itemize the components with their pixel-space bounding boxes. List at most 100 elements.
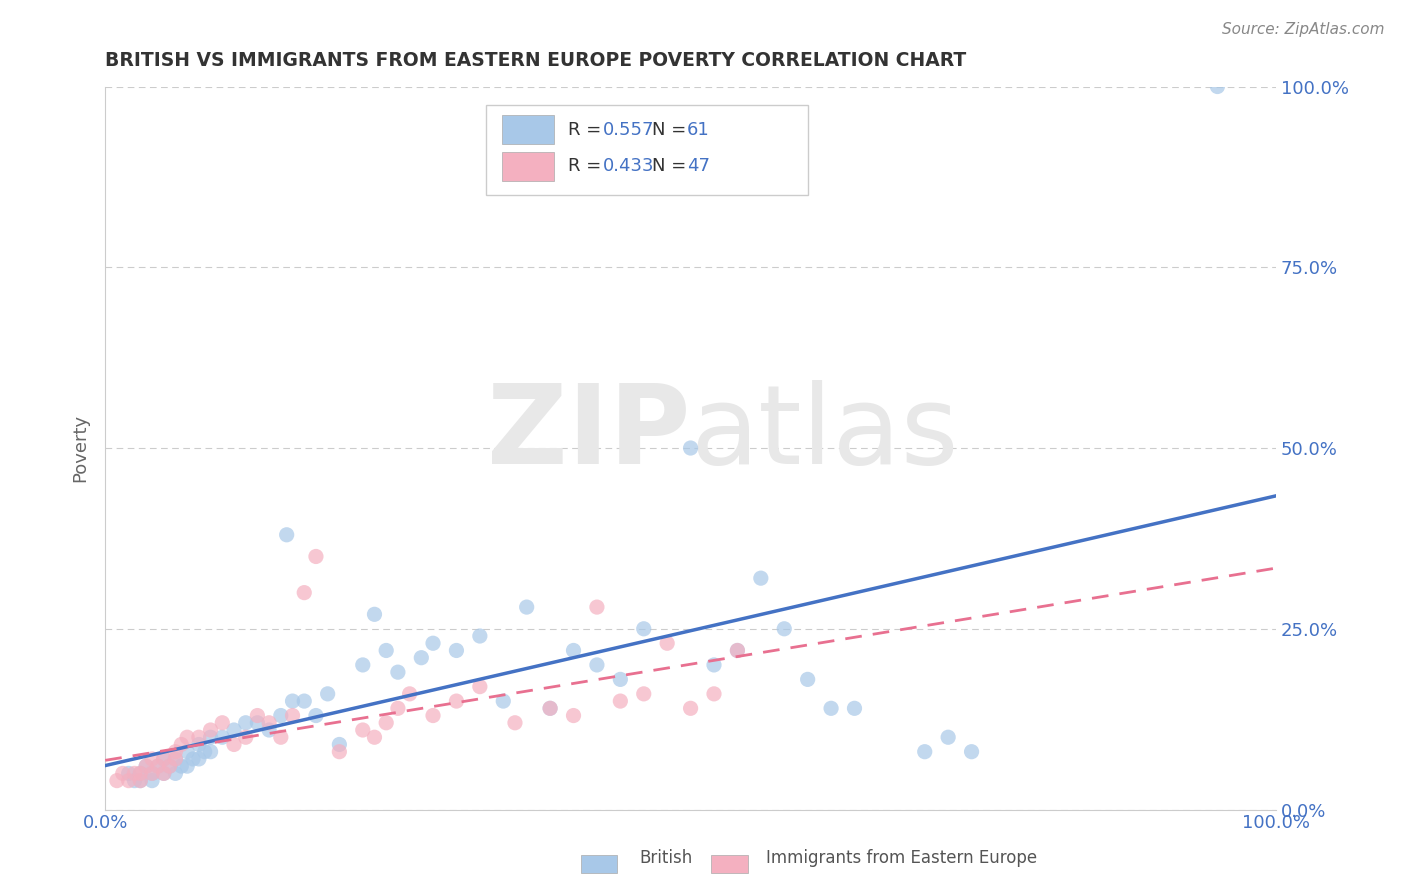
Point [725, 643, 748, 657]
Point [844, 701, 866, 715]
Point [152, 766, 174, 780]
Point [270, 730, 292, 744]
Point [211, 715, 233, 730]
Point [187, 730, 209, 744]
Point [328, 738, 350, 752]
Text: R =: R = [568, 121, 606, 139]
Point [222, 738, 245, 752]
Point [679, 441, 702, 455]
Point [152, 752, 174, 766]
Point [586, 600, 609, 615]
Point [200, 723, 222, 737]
Point [446, 694, 468, 708]
Point [503, 715, 526, 730]
Point [129, 766, 152, 780]
Text: R =: R = [568, 157, 606, 175]
Point [146, 759, 169, 773]
Point [363, 607, 385, 622]
Point [398, 687, 420, 701]
Point [316, 687, 339, 701]
Point [679, 701, 702, 715]
Text: Source: ZipAtlas.com: Source: ZipAtlas.com [1222, 22, 1385, 37]
Point [422, 636, 444, 650]
Point [609, 694, 631, 708]
FancyBboxPatch shape [485, 104, 807, 195]
Point [200, 745, 222, 759]
Point [117, 773, 139, 788]
Point [105, 773, 128, 788]
Point [159, 759, 181, 773]
Point [586, 657, 609, 672]
Point [257, 723, 280, 737]
Point [170, 738, 193, 752]
Point [352, 657, 374, 672]
Point [446, 643, 468, 657]
Text: 61: 61 [688, 121, 710, 139]
Point [468, 680, 491, 694]
Point [914, 745, 936, 759]
Point [375, 643, 398, 657]
Point [194, 745, 217, 759]
Text: 0.557: 0.557 [603, 121, 654, 139]
Point [305, 549, 328, 564]
Point [276, 528, 298, 542]
Point [165, 752, 187, 766]
Point [152, 752, 174, 766]
Point [725, 643, 748, 657]
Point [135, 759, 157, 773]
Point [773, 622, 796, 636]
Point [492, 694, 515, 708]
Point [165, 752, 187, 766]
Point [305, 708, 328, 723]
Text: Immigrants from Eastern Europe: Immigrants from Eastern Europe [766, 849, 1038, 867]
Text: British: British [640, 849, 693, 867]
Point [422, 708, 444, 723]
Point [363, 730, 385, 744]
Point [960, 745, 983, 759]
Text: 47: 47 [688, 157, 710, 175]
FancyBboxPatch shape [502, 115, 554, 145]
Point [796, 673, 818, 687]
Point [281, 708, 304, 723]
Point [270, 708, 292, 723]
Point [292, 585, 315, 599]
Point [165, 745, 187, 759]
Point [375, 715, 398, 730]
Point [200, 730, 222, 744]
Point [211, 730, 233, 744]
Point [292, 694, 315, 708]
Point [111, 766, 134, 780]
Point [222, 723, 245, 737]
Point [352, 723, 374, 737]
Point [141, 766, 163, 780]
Point [703, 657, 725, 672]
Point [176, 759, 198, 773]
Point [328, 745, 350, 759]
Point [176, 730, 198, 744]
Point [703, 687, 725, 701]
Point [187, 752, 209, 766]
Point [562, 708, 585, 723]
Point [1206, 79, 1229, 94]
Point [165, 766, 187, 780]
Point [141, 752, 163, 766]
Point [387, 665, 409, 680]
Point [129, 766, 152, 780]
Point [411, 650, 433, 665]
Point [936, 730, 959, 744]
Text: ZIP: ZIP [488, 380, 690, 487]
Point [124, 773, 146, 788]
Point [129, 773, 152, 788]
Point [246, 708, 269, 723]
Point [538, 701, 561, 715]
Text: atlas: atlas [690, 380, 959, 487]
Point [187, 738, 209, 752]
Text: 0.433: 0.433 [603, 157, 654, 175]
Point [749, 571, 772, 585]
Point [124, 766, 146, 780]
Text: BRITISH VS IMMIGRANTS FROM EASTERN EUROPE POVERTY CORRELATION CHART: BRITISH VS IMMIGRANTS FROM EASTERN EUROP… [105, 51, 966, 70]
Point [181, 752, 204, 766]
Y-axis label: Poverty: Poverty [72, 414, 89, 482]
Point [246, 715, 269, 730]
Text: N =: N = [652, 157, 692, 175]
